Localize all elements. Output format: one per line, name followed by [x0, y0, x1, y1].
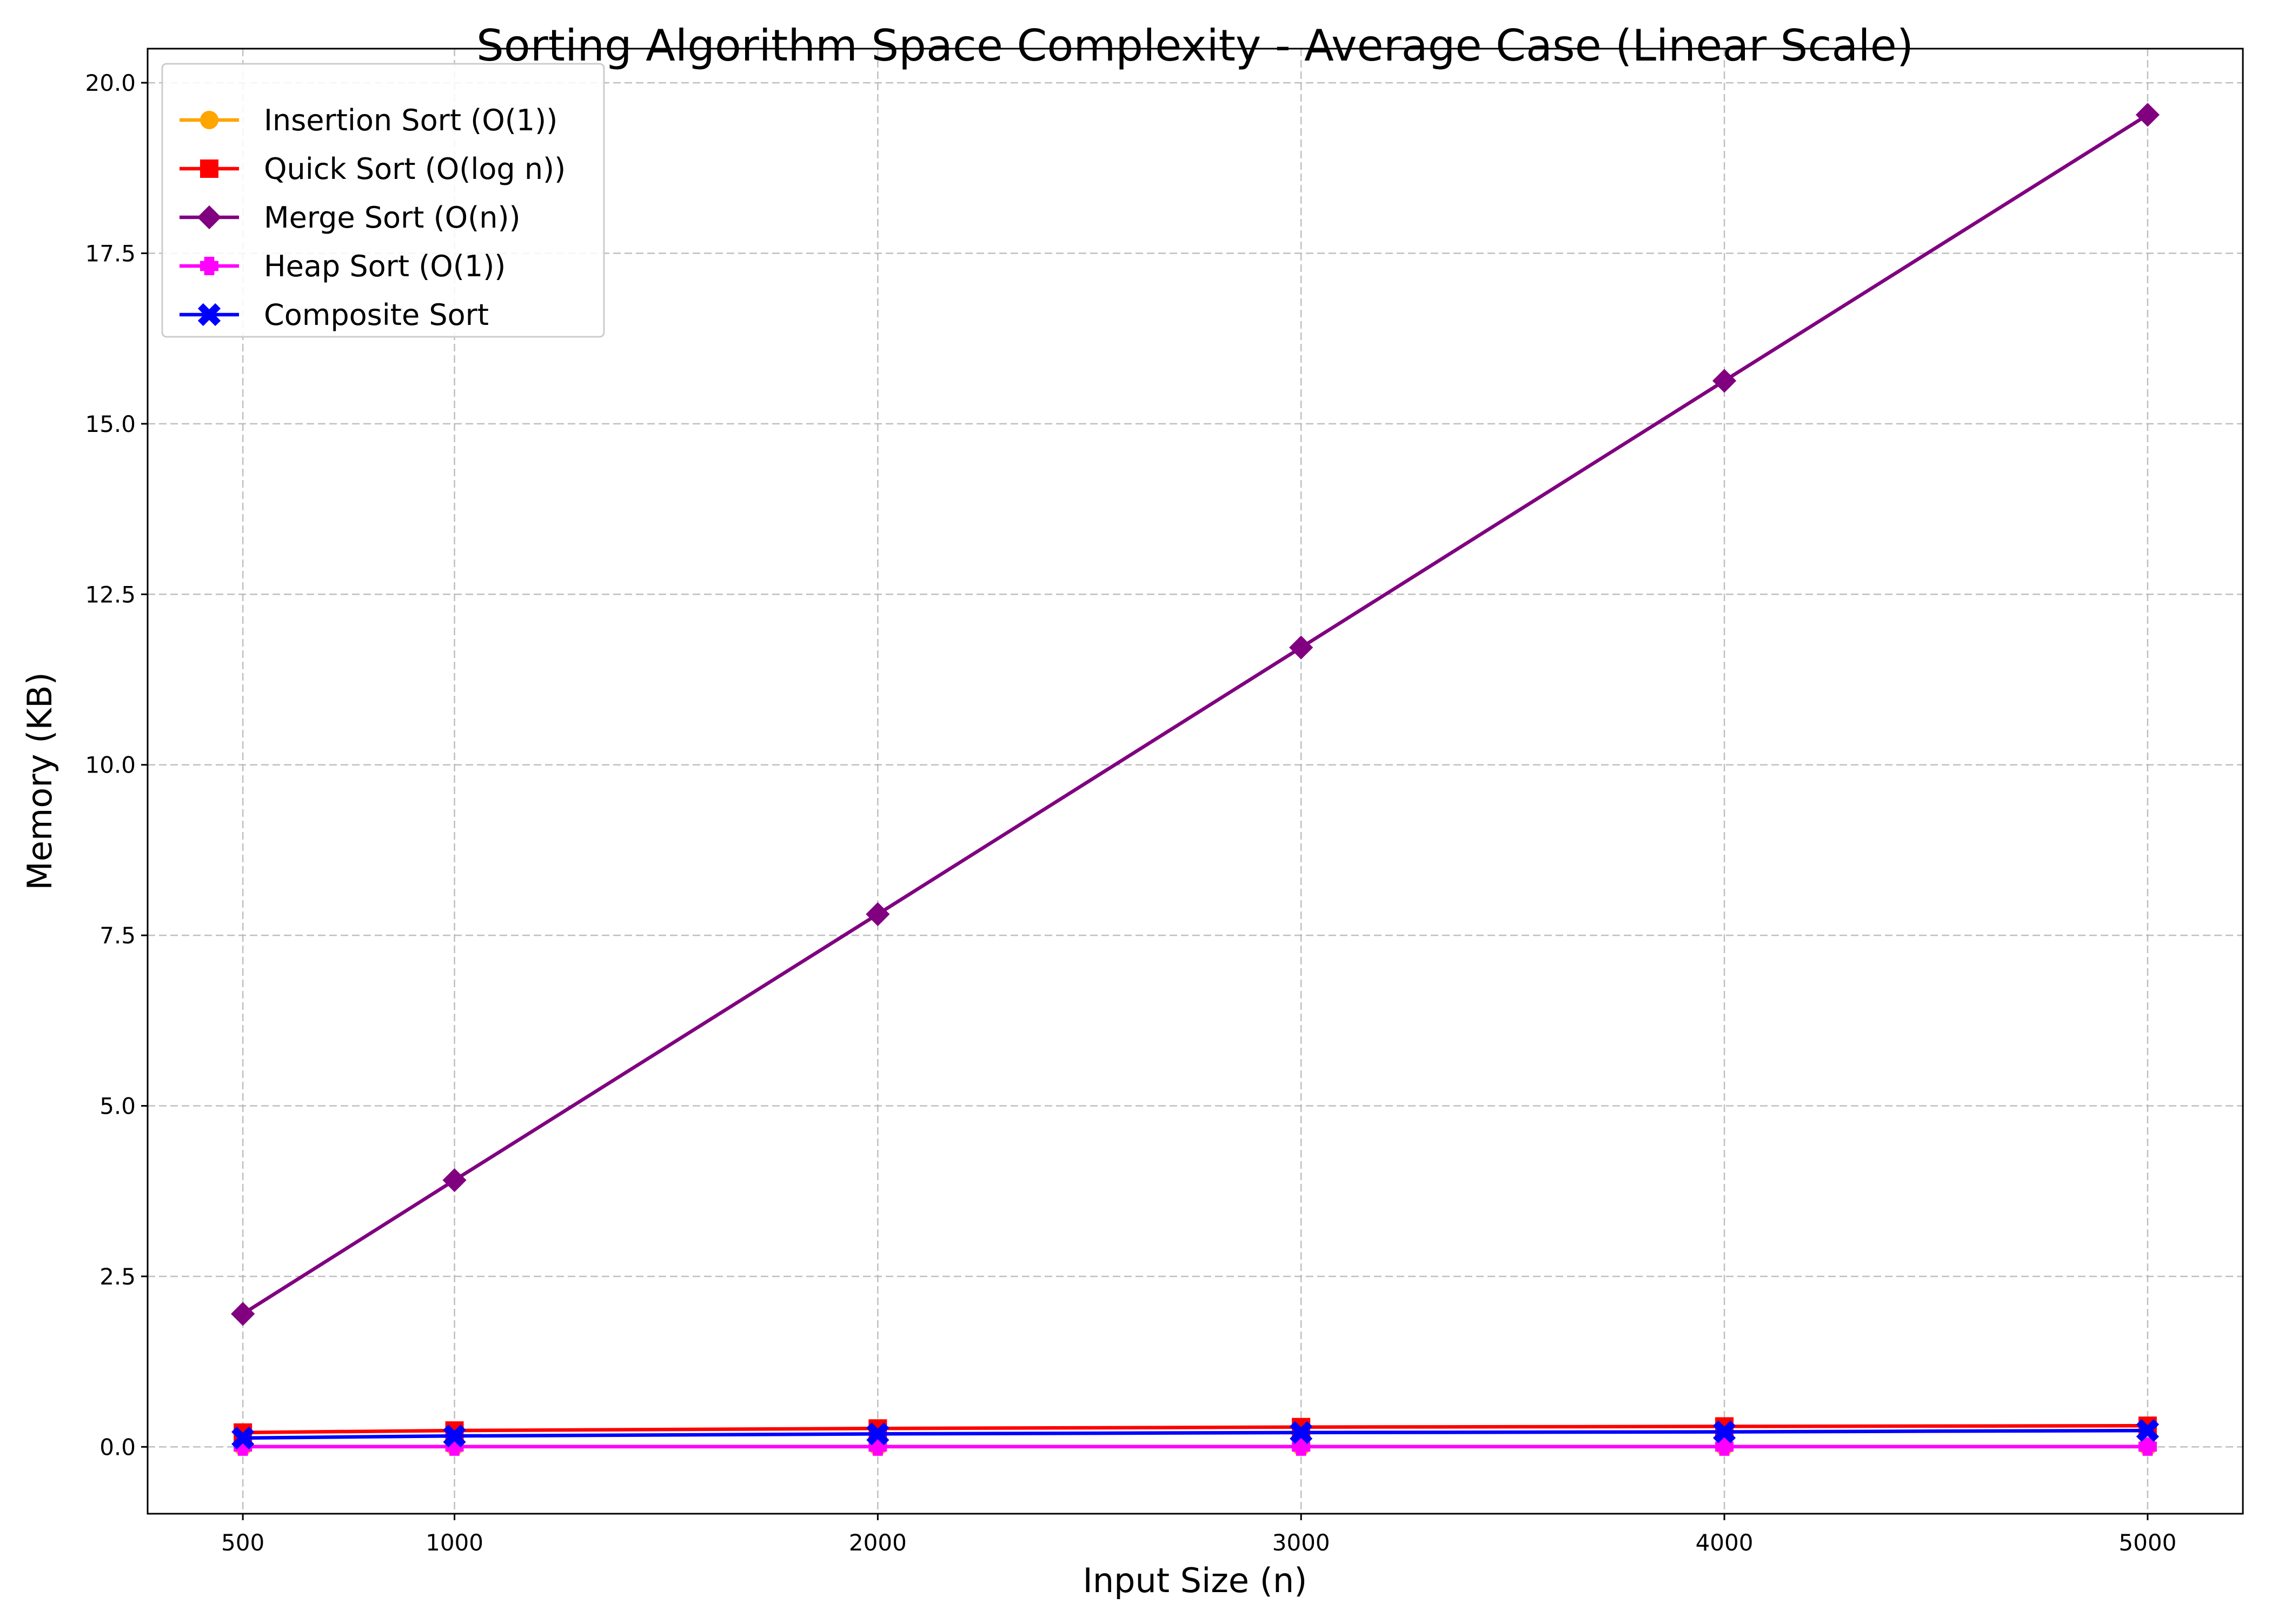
legend-label-composite: Composite Sort: [264, 298, 489, 332]
merge-point: [866, 902, 890, 927]
x-axis-label: Input Size (n): [1083, 1561, 1307, 1600]
series-merge: [231, 103, 2160, 1326]
series-heap: [234, 1437, 2157, 1456]
composite-point: [2136, 1419, 2159, 1442]
x-tick-label: 1000: [426, 1529, 483, 1556]
merge-point: [231, 1302, 255, 1326]
x-tick-label: 4000: [1696, 1529, 1754, 1556]
y-axis-label: Memory (KB): [20, 672, 59, 890]
x-tick-label: 2000: [849, 1529, 907, 1556]
legend-label-heap: Heap Sort (O(1)): [264, 249, 506, 283]
x-tick-label: 3000: [1272, 1529, 1330, 1556]
legend-marker-insertion: [200, 111, 218, 129]
axis-ticks: 500 1000 2000 3000 4000 5000 0.0 2.5 5.0 7.5 10.0 1…: [85, 70, 2176, 1556]
composite-point: [1712, 1420, 1736, 1443]
y-tick-label: 12.5: [85, 581, 136, 608]
quick-line: [243, 1423, 2148, 1435]
y-tick-label: 5.0: [99, 1093, 136, 1120]
legend-marker-composite: [197, 303, 221, 327]
legend-marker-quick: [200, 159, 218, 178]
composite-point: [1290, 1421, 1313, 1444]
merge-point: [2135, 103, 2160, 127]
plot-frame: [147, 48, 2244, 1515]
y-tick-label: 0.0: [99, 1434, 136, 1460]
x-tick-label: 5000: [2119, 1529, 2176, 1556]
y-tick-label: 17.5: [85, 240, 136, 267]
legend: Insertion Sort (O(1)) Quick Sort (O(log n…: [161, 63, 605, 338]
x-tick-label: 500: [221, 1529, 264, 1556]
merge-point: [442, 1168, 467, 1193]
legend-label-quick: Quick Sort (O(log n)): [264, 152, 566, 186]
series-layer: [231, 103, 2160, 1456]
heap-point: [1715, 1437, 1734, 1456]
merge-point: [1289, 635, 1313, 660]
composite-point: [443, 1425, 466, 1448]
y-tick-label: 7.5: [99, 922, 136, 949]
legend-label-merge: Merge Sort (O(n)): [264, 201, 521, 235]
composite-point: [231, 1426, 255, 1450]
y-tick-label: 2.5: [99, 1263, 136, 1290]
y-tick-label: 20.0: [85, 70, 136, 96]
heap-point: [2138, 1437, 2157, 1456]
series-composite: [231, 1419, 2159, 1450]
merge-point: [1712, 369, 1737, 393]
legend-box: [161, 63, 605, 338]
legend-marker-heap: [200, 257, 218, 275]
legend-marker-merge: [197, 205, 222, 230]
merge-line: [242, 113, 2149, 1316]
y-tick-label: 15.0: [85, 411, 136, 437]
composite-point: [866, 1422, 889, 1446]
legend-label-insertion: Insertion Sort (O(1)): [264, 103, 557, 137]
y-tick-label: 10.0: [85, 752, 136, 778]
chart-title: Sorting Algorithm Space Complexity - Ave…: [476, 21, 1914, 71]
composite-line: [243, 1428, 2148, 1440]
